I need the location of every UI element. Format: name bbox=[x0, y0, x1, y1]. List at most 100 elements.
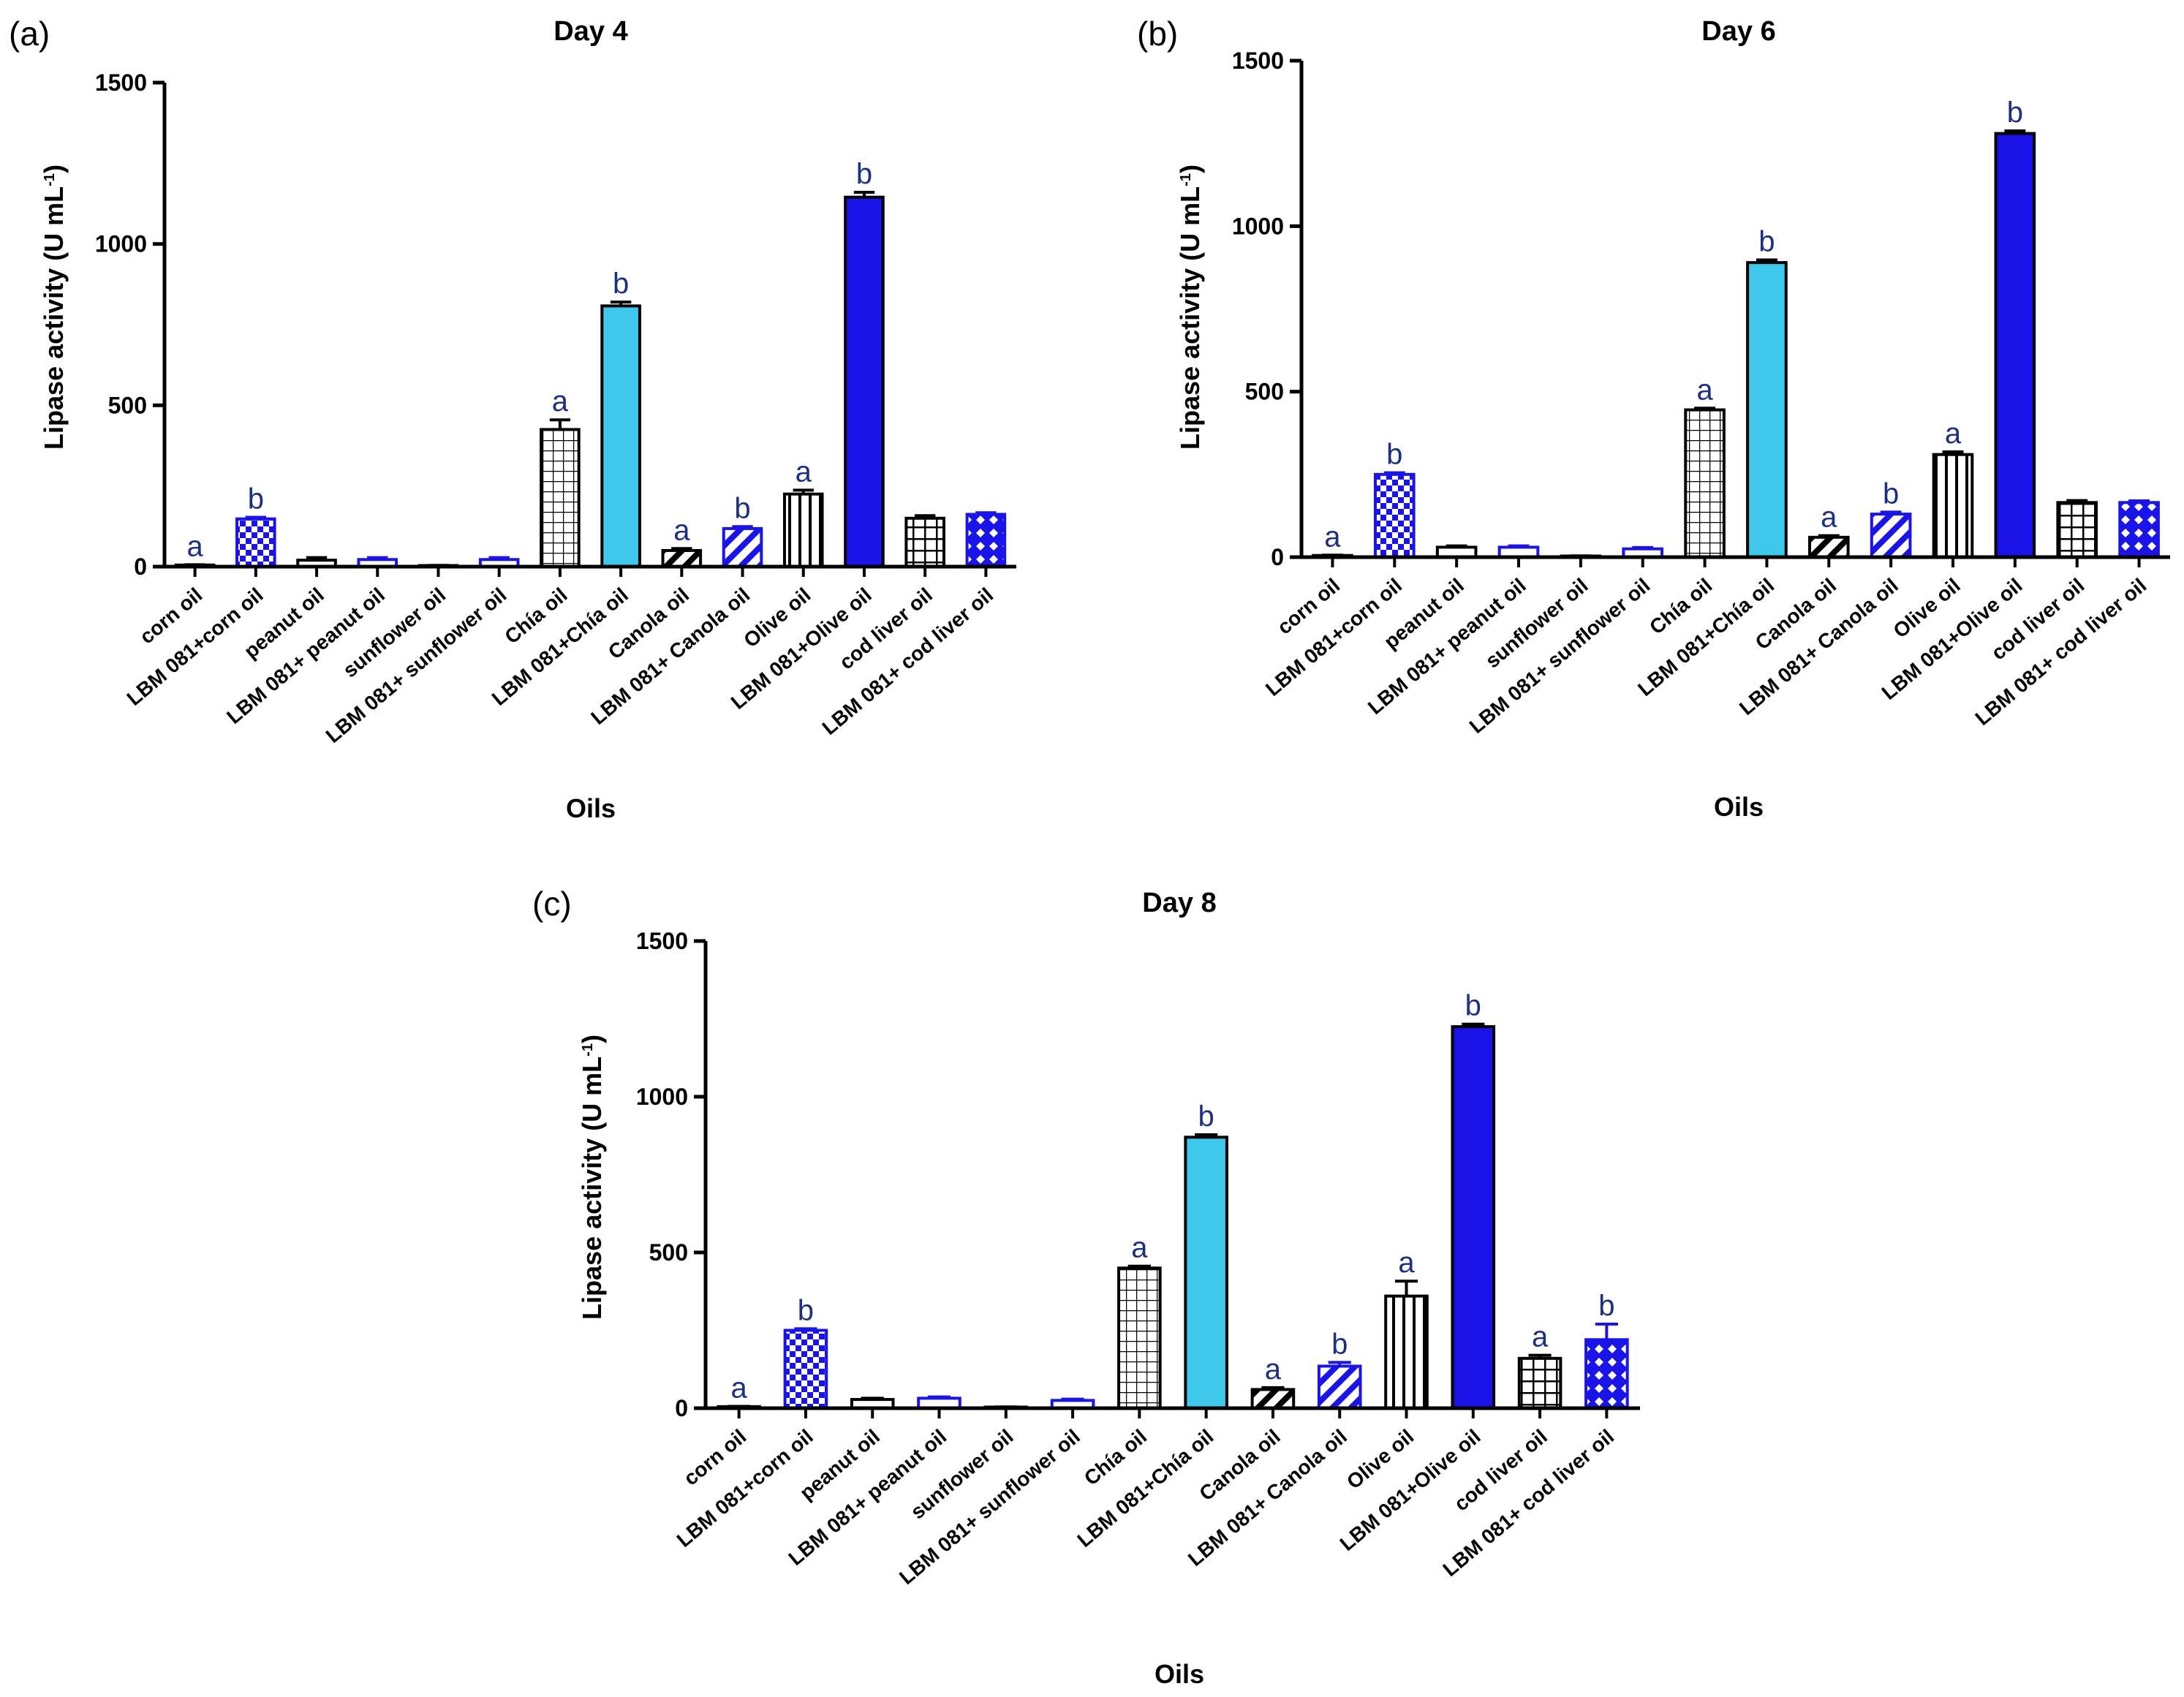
y-tick-label: 1500 bbox=[1232, 48, 1284, 74]
error-bar bbox=[853, 191, 875, 197]
error-bar bbox=[1632, 545, 1654, 549]
error-bar bbox=[793, 488, 814, 494]
error-bar bbox=[1694, 407, 1716, 410]
significance-label: b bbox=[2007, 97, 2023, 129]
bar bbox=[600, 304, 641, 568]
bar bbox=[844, 195, 885, 568]
error-bar bbox=[1383, 471, 1405, 475]
significance-label: a bbox=[731, 1372, 748, 1404]
significance-label: b bbox=[1386, 439, 1402, 471]
error-bar bbox=[1880, 510, 1902, 515]
error-bar bbox=[732, 525, 753, 529]
chart-title: Day 4 bbox=[553, 16, 627, 47]
chart-marks: a b a b a b a b bbox=[1312, 97, 2160, 559]
bar bbox=[722, 526, 763, 568]
significance-label: b bbox=[1883, 477, 1899, 510]
error-bar bbox=[927, 1395, 951, 1399]
chart-marks: a b a b a b a b bbox=[174, 158, 1007, 569]
y-axis-title-text: Lipase activity (U mL bbox=[39, 186, 69, 450]
x-axis-title: Oils bbox=[566, 793, 616, 823]
error-bar bbox=[1942, 450, 1964, 455]
error-bar bbox=[1528, 1353, 1552, 1358]
bar bbox=[1250, 1388, 1296, 1410]
bar bbox=[235, 517, 276, 569]
bar bbox=[2056, 501, 2098, 559]
error-bar bbox=[245, 515, 267, 519]
error-bar bbox=[2004, 129, 2026, 134]
error-bar bbox=[2066, 499, 2088, 503]
x-axis-title: Oils bbox=[1155, 1659, 1204, 1689]
y-tick-label: 500 bbox=[1245, 379, 1284, 405]
error-bar bbox=[1446, 544, 1467, 548]
error-bar bbox=[671, 547, 692, 551]
error-bar bbox=[1756, 258, 1777, 263]
y-tick-label: 1000 bbox=[95, 231, 147, 257]
significance-label: a bbox=[1945, 417, 1962, 450]
significance-label: a bbox=[1265, 1353, 1282, 1386]
panel-label: (c) bbox=[532, 885, 572, 923]
significance-label: a bbox=[796, 456, 812, 488]
y-tick-label: 500 bbox=[108, 392, 147, 418]
error-bar bbox=[1595, 1322, 1618, 1340]
bar bbox=[1746, 261, 1788, 559]
bar bbox=[1317, 1364, 1362, 1410]
significance-label: a bbox=[673, 514, 690, 546]
significance-label: b bbox=[1598, 1290, 1614, 1322]
chart-title: Day 8 bbox=[1142, 888, 1216, 918]
error-bar bbox=[488, 556, 510, 560]
significance-label: b bbox=[1331, 1328, 1348, 1360]
bar bbox=[1517, 1356, 1563, 1410]
y-axis-title: Lipase activity (U mL-1) bbox=[1175, 165, 1205, 450]
y-axis-title-text: Lipase activity (U mL bbox=[1175, 186, 1205, 450]
error-bar bbox=[549, 418, 571, 430]
bar bbox=[1451, 1025, 1496, 1410]
significance-label: a bbox=[552, 385, 569, 417]
bar bbox=[1117, 1266, 1162, 1410]
error-bar bbox=[1818, 534, 1840, 537]
error-bar bbox=[610, 301, 632, 306]
y-axis-title-close: ) bbox=[1175, 165, 1205, 173]
bar bbox=[904, 516, 945, 568]
y-tick-label: 1500 bbox=[95, 69, 147, 96]
bar bbox=[782, 492, 824, 569]
y-tick-label: 0 bbox=[134, 553, 147, 580]
error-bar bbox=[794, 1327, 817, 1331]
error-bar bbox=[1261, 1386, 1285, 1390]
significance-label: b bbox=[1758, 226, 1775, 258]
error-bar bbox=[861, 1396, 884, 1400]
significance-label: a bbox=[1131, 1232, 1148, 1264]
error-bar bbox=[2128, 499, 2150, 503]
error-bar bbox=[306, 556, 328, 561]
bar bbox=[965, 513, 1007, 569]
bar bbox=[1807, 535, 1850, 559]
error-bar bbox=[367, 556, 388, 560]
y-axis-title-exponent: -1 bbox=[580, 1043, 596, 1057]
significance-label: a bbox=[186, 530, 203, 562]
bar bbox=[1384, 1294, 1429, 1410]
bar bbox=[540, 428, 581, 569]
x-tick-label: sunflower oil bbox=[339, 583, 450, 682]
bar bbox=[661, 548, 703, 569]
y-axis-title: Lipase activity (U mL-1) bbox=[39, 165, 69, 450]
significance-label: b bbox=[613, 268, 629, 300]
y-axis-title: Lipase activity (U mL-1) bbox=[577, 1035, 607, 1320]
significance-label: b bbox=[1465, 990, 1481, 1022]
y-tick-label: 500 bbox=[649, 1239, 688, 1266]
bar bbox=[1932, 453, 1974, 559]
error-bar bbox=[1462, 1022, 1485, 1027]
x-axis-title: Oils bbox=[1714, 792, 1764, 822]
significance-label: a bbox=[1821, 502, 1837, 534]
significance-label: a bbox=[1696, 374, 1713, 406]
significance-label: b bbox=[856, 158, 872, 190]
y-tick-label: 1000 bbox=[636, 1084, 688, 1110]
significance-label: a bbox=[1398, 1247, 1415, 1279]
bar bbox=[783, 1329, 828, 1410]
significance-label: b bbox=[798, 1294, 814, 1326]
error-bar bbox=[914, 514, 936, 518]
bar bbox=[1684, 408, 1726, 559]
error-bar bbox=[1195, 1133, 1218, 1138]
y-tick-label: 0 bbox=[675, 1395, 688, 1421]
y-tick-label: 1500 bbox=[636, 928, 688, 954]
